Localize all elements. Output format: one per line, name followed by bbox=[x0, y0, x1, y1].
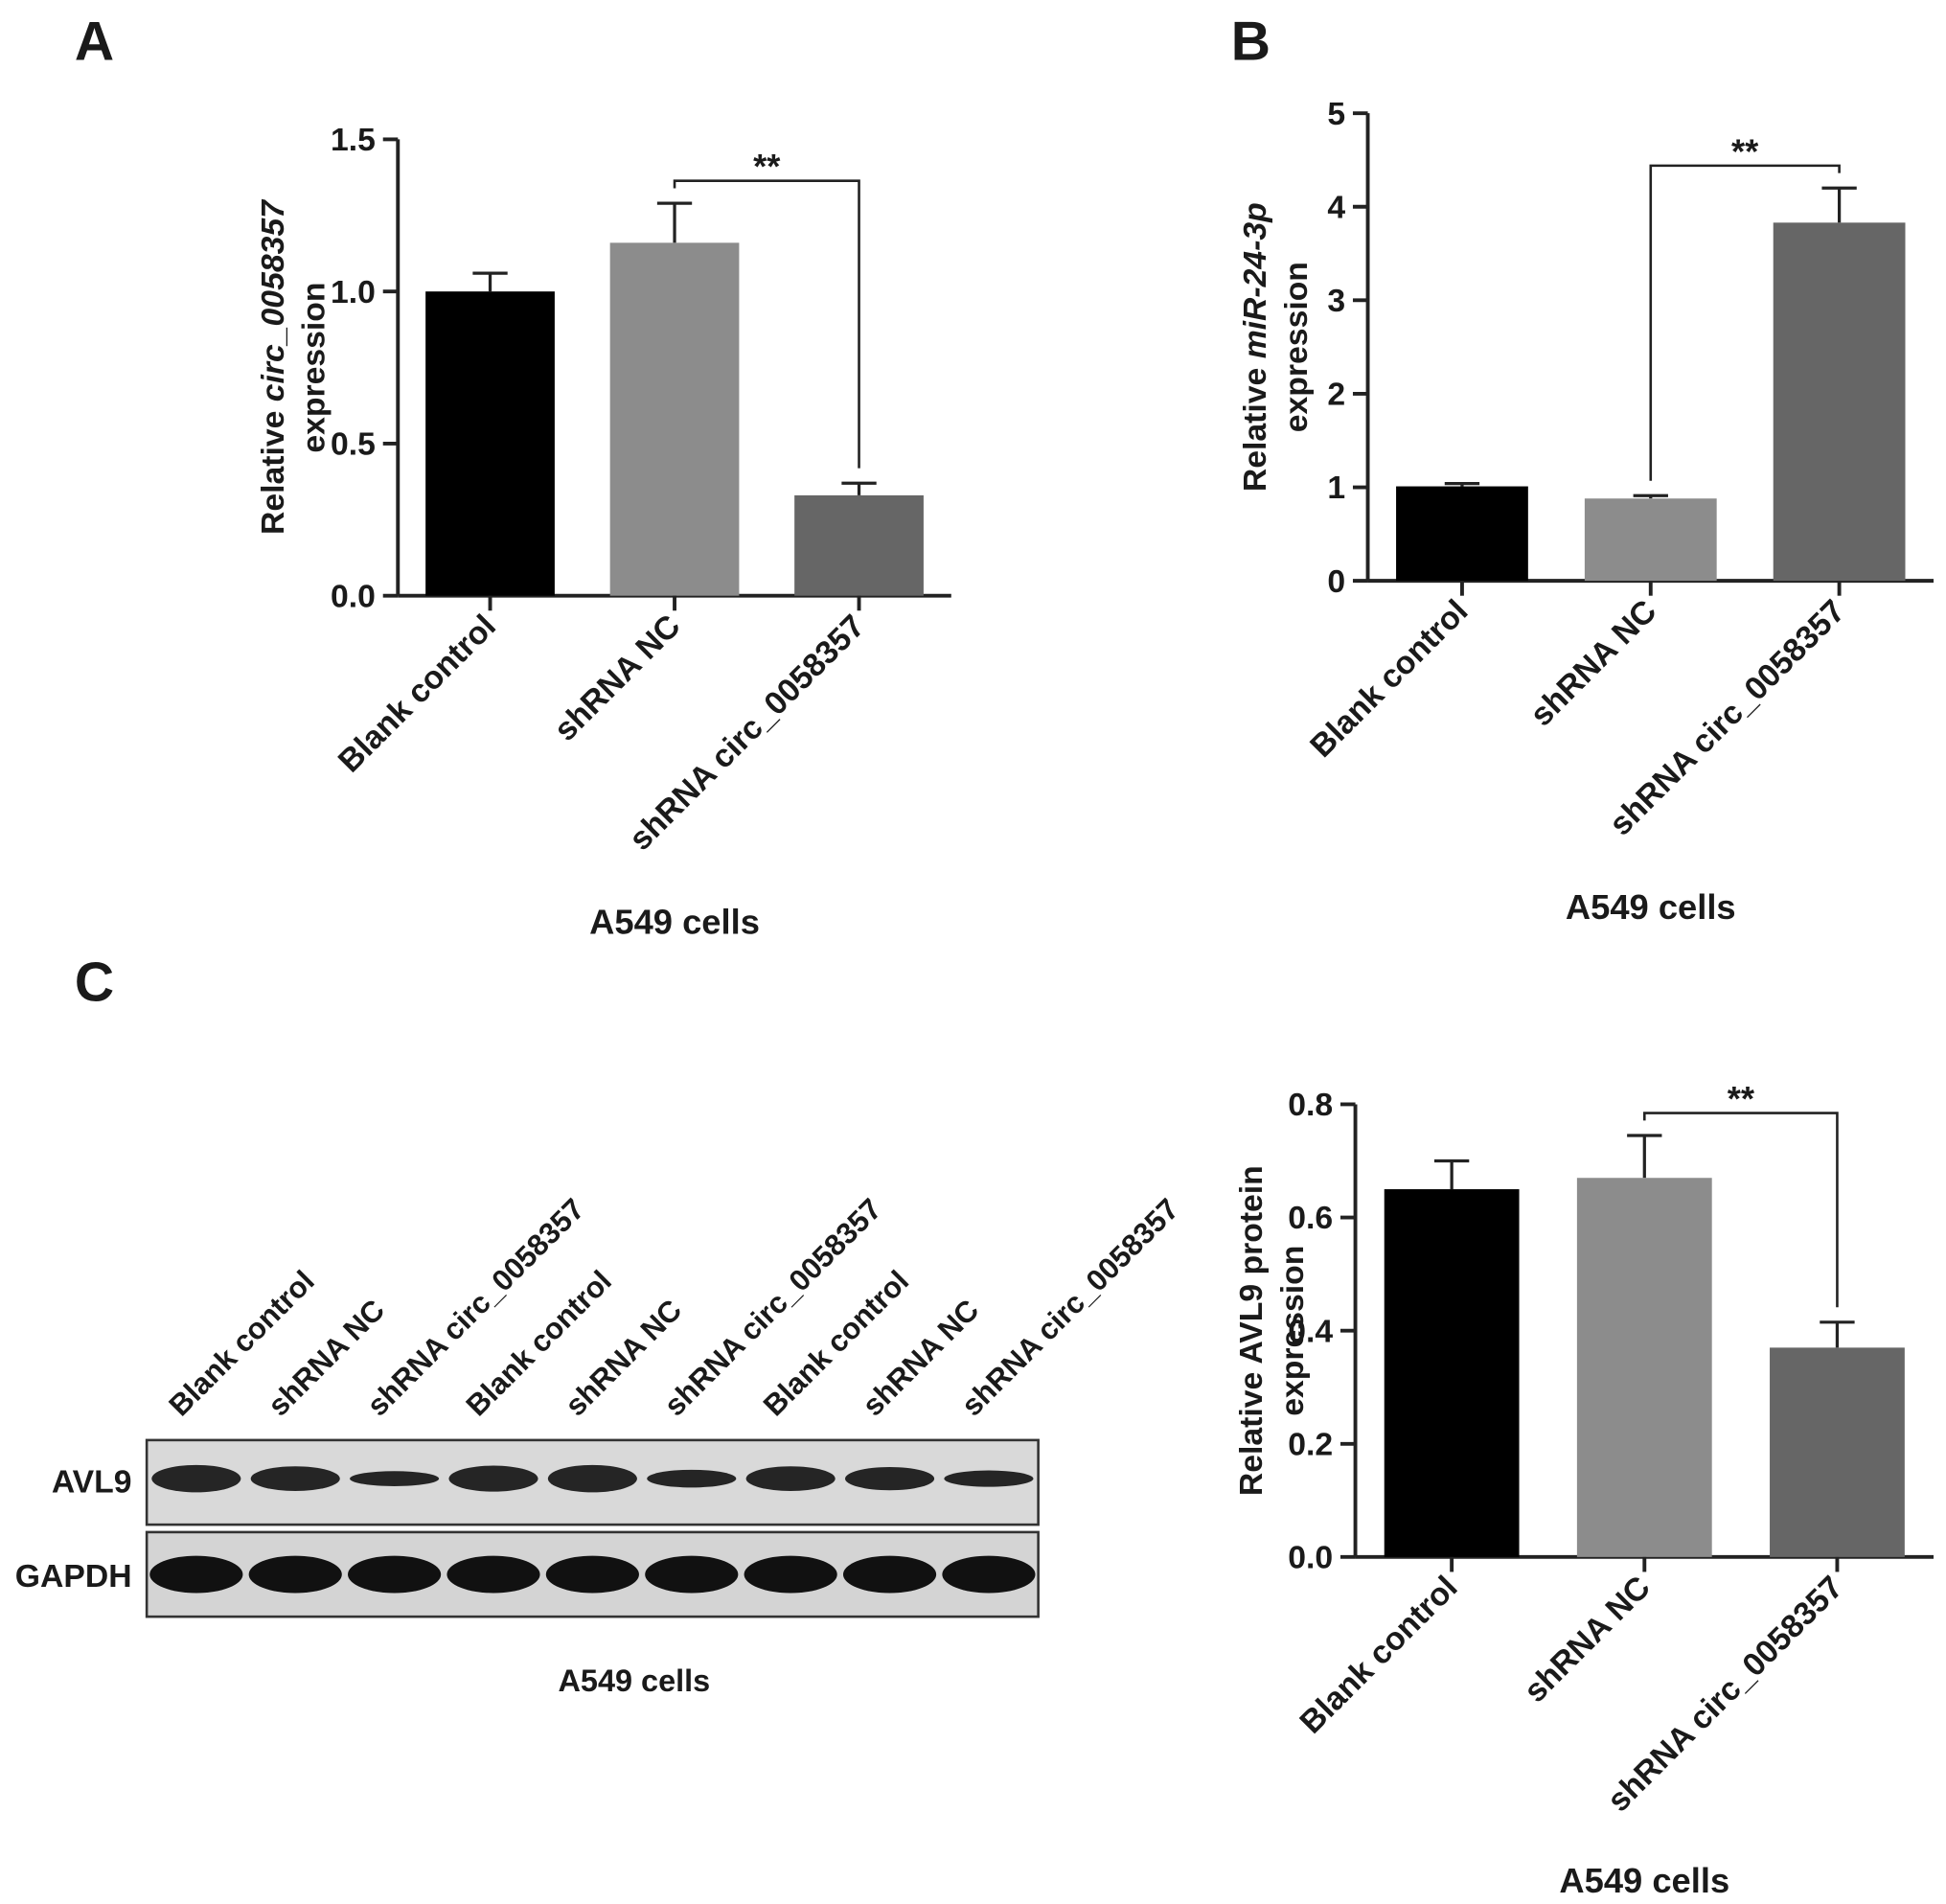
y-tick-label: 2 bbox=[1327, 377, 1345, 413]
y-tick-label: 0.0 bbox=[331, 578, 376, 614]
panel-letter: C bbox=[75, 952, 114, 1014]
y-tick-label: 0.8 bbox=[1288, 1087, 1333, 1123]
x-axis-label: A549 cells bbox=[1566, 887, 1736, 927]
y-axis-label: Relative circ_0058357 bbox=[255, 198, 291, 535]
x-axis-label: A549 cells bbox=[1559, 1861, 1729, 1900]
band bbox=[149, 1555, 243, 1594]
band bbox=[647, 1469, 737, 1488]
y-tick-label: 4 bbox=[1327, 189, 1345, 225]
y-tick-label: 3 bbox=[1327, 283, 1345, 319]
y-tick-label: 1 bbox=[1327, 470, 1345, 506]
y-tick-label: 0.4 bbox=[1288, 1313, 1333, 1349]
x-tick-label: shRNA NC bbox=[547, 608, 688, 748]
x-tick-label: Blank control bbox=[332, 608, 503, 779]
bar bbox=[794, 494, 924, 596]
bar bbox=[1584, 498, 1717, 582]
band bbox=[248, 1555, 342, 1594]
y-tick-label: 0.0 bbox=[1288, 1540, 1333, 1576]
y-tick-label: 0.6 bbox=[1288, 1200, 1333, 1236]
y-axis-label: expression bbox=[1274, 1246, 1311, 1416]
band bbox=[348, 1555, 442, 1594]
band bbox=[547, 1464, 637, 1493]
x-tick-label: Blank control bbox=[1303, 593, 1475, 765]
y-tick-label: 0.5 bbox=[331, 426, 376, 463]
x-tick-label: Blank control bbox=[1293, 1569, 1464, 1740]
y-tick-label: 0.2 bbox=[1288, 1426, 1333, 1462]
band bbox=[448, 1465, 538, 1492]
y-tick-label: 1.5 bbox=[331, 122, 376, 158]
band bbox=[645, 1555, 739, 1594]
band bbox=[944, 1470, 1034, 1487]
y-axis-label: expression bbox=[1278, 262, 1315, 432]
y-axis-label-part: expression bbox=[1274, 1246, 1311, 1416]
band-label: AVL9 bbox=[52, 1463, 132, 1500]
bar bbox=[609, 242, 740, 596]
panel-letter: A bbox=[75, 11, 114, 72]
band bbox=[350, 1471, 440, 1486]
y-axis-label: Relative AVL9 protein bbox=[1233, 1165, 1270, 1496]
y-tick-label: 0 bbox=[1327, 563, 1345, 600]
significance-bracket bbox=[673, 179, 860, 469]
band bbox=[745, 1466, 836, 1491]
blot-x-label: A549 cells bbox=[559, 1663, 711, 1698]
y-axis-label-part: Relative bbox=[255, 411, 291, 535]
significance-bracket bbox=[1649, 164, 1841, 481]
significance-label: ** bbox=[1731, 131, 1759, 171]
y-axis-label-part: circ_0058357 bbox=[255, 198, 291, 401]
band bbox=[845, 1466, 935, 1491]
y-axis-label: expression bbox=[296, 282, 332, 452]
band bbox=[545, 1555, 639, 1594]
bar bbox=[1773, 222, 1906, 582]
bar bbox=[1770, 1347, 1905, 1557]
significance-label: ** bbox=[1728, 1079, 1755, 1118]
x-tick-label: shRNA NC bbox=[1517, 1569, 1658, 1709]
band bbox=[250, 1466, 340, 1491]
band bbox=[842, 1555, 937, 1594]
y-axis-label-part: expression bbox=[296, 282, 332, 452]
y-axis-label-part: expression bbox=[1278, 262, 1315, 432]
x-axis-label: A549 cells bbox=[589, 903, 760, 942]
y-axis-label-part: miR-24-3p bbox=[1237, 202, 1273, 358]
y-axis-label-part: Relative AVL9 protein bbox=[1233, 1165, 1270, 1496]
band bbox=[942, 1555, 1036, 1594]
bar bbox=[1384, 1189, 1520, 1557]
bar bbox=[1396, 486, 1528, 582]
band bbox=[744, 1555, 837, 1594]
bar bbox=[425, 291, 555, 596]
band bbox=[151, 1464, 241, 1493]
y-tick-label: 5 bbox=[1327, 96, 1345, 132]
bar bbox=[1576, 1178, 1712, 1557]
lane-label: shRNA circ_0058357 bbox=[955, 1192, 1186, 1423]
y-axis-label-part: Relative bbox=[1237, 368, 1273, 492]
significance-bracket bbox=[1642, 1112, 1839, 1308]
panel-letter: B bbox=[1231, 11, 1271, 72]
y-tick-label: 1.0 bbox=[331, 274, 376, 310]
band-label: GAPDH bbox=[15, 1558, 132, 1594]
significance-label: ** bbox=[753, 147, 781, 186]
x-tick-label: shRNA NC bbox=[1523, 593, 1664, 734]
y-axis-label: Relative miR-24-3p bbox=[1237, 202, 1273, 492]
band bbox=[446, 1555, 540, 1594]
